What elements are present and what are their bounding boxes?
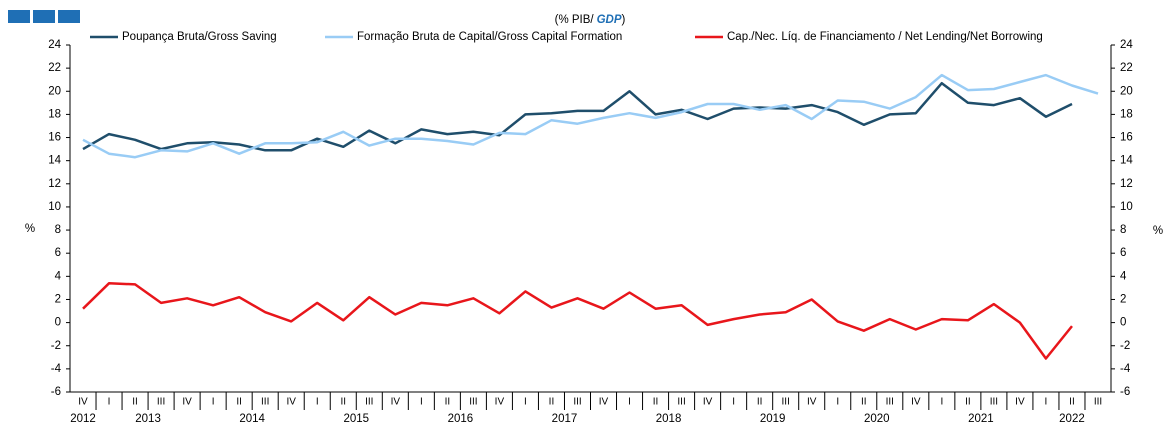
year-label: 2013 bbox=[135, 413, 161, 424]
x-tick-label: III bbox=[677, 397, 685, 408]
y2-tick-label: 0 bbox=[1120, 317, 1126, 329]
x-tick-label: III bbox=[886, 397, 894, 408]
year-label: 2015 bbox=[343, 413, 369, 424]
x-tick-label: II bbox=[861, 397, 867, 408]
x-tick-label: II bbox=[132, 397, 138, 408]
x-tick-label: III bbox=[782, 397, 790, 408]
x-tick-label: III bbox=[365, 397, 373, 408]
y2-tick-label: -4 bbox=[1120, 363, 1131, 375]
x-tick-label: I bbox=[108, 397, 111, 408]
x-tick-label: II bbox=[445, 397, 451, 408]
x-tick-label: III bbox=[990, 397, 998, 408]
y-tick-label: 4 bbox=[55, 270, 62, 282]
year-label: 2022 bbox=[1059, 413, 1085, 424]
x-tick-label: II bbox=[965, 397, 971, 408]
series-line bbox=[82, 282, 1073, 360]
y-tick-label: 16 bbox=[48, 132, 61, 144]
y2-tick-label: 14 bbox=[1120, 155, 1133, 167]
year-label: 2017 bbox=[552, 413, 578, 424]
x-tick-label: III bbox=[573, 397, 581, 408]
x-tick-label: IV bbox=[495, 397, 505, 408]
x-tick-label: IV bbox=[391, 397, 401, 408]
y-tick-label: -2 bbox=[51, 340, 61, 352]
y2-axis-label: % bbox=[1153, 225, 1163, 237]
logo-block bbox=[58, 10, 80, 23]
y-tick-label: 6 bbox=[55, 247, 61, 259]
y2-tick-label: 4 bbox=[1120, 270, 1127, 282]
legend-label: Cap./Nec. Líq. de Financiamento / Net Le… bbox=[727, 31, 1043, 43]
y2-tick-label: 8 bbox=[1120, 224, 1126, 236]
logo-block bbox=[8, 10, 30, 23]
year-label: 2018 bbox=[656, 413, 682, 424]
series-line bbox=[82, 73, 1099, 159]
y-tick-label: 22 bbox=[48, 62, 61, 74]
x-tick-label: I bbox=[524, 397, 527, 408]
x-tick-label: IV bbox=[1015, 397, 1025, 408]
y-tick-label: 12 bbox=[48, 178, 61, 190]
year-label: 2016 bbox=[448, 413, 474, 424]
x-tick-label: II bbox=[549, 397, 555, 408]
chart-subtitle: (% PIB/GDP) bbox=[555, 14, 626, 26]
x-tick-label: II bbox=[340, 397, 346, 408]
y2-tick-label: 18 bbox=[1120, 108, 1133, 120]
y2-tick-label: 20 bbox=[1120, 85, 1133, 97]
x-tick-label: IV bbox=[78, 397, 88, 408]
x-tick-label: IV bbox=[703, 397, 713, 408]
y-tick-label: 0 bbox=[55, 317, 61, 329]
series-line bbox=[82, 81, 1073, 152]
y-tick-label: -4 bbox=[51, 363, 62, 375]
x-tick-label: III bbox=[469, 397, 477, 408]
y-tick-label: 20 bbox=[48, 85, 61, 97]
x-tick-label: IV bbox=[807, 397, 817, 408]
y-tick-label: 8 bbox=[55, 224, 61, 236]
x-tick-label: I bbox=[836, 397, 839, 408]
logo-block bbox=[33, 10, 55, 23]
y2-tick-label: 6 bbox=[1120, 247, 1126, 259]
y2-tick-label: -6 bbox=[1120, 386, 1130, 398]
y-tick-label: 24 bbox=[48, 39, 61, 51]
x-tick-label: II bbox=[757, 397, 763, 408]
y2-tick-label: 2 bbox=[1120, 293, 1126, 305]
year-label: 2019 bbox=[760, 413, 786, 424]
x-tick-label: I bbox=[1045, 397, 1048, 408]
y-tick-label: 10 bbox=[48, 201, 61, 213]
x-tick-label: II bbox=[1069, 397, 1075, 408]
legend-label: Formação Bruta de Capital/Gross Capital … bbox=[357, 31, 622, 43]
y2-tick-label: 22 bbox=[1120, 62, 1133, 74]
x-tick-label: IV bbox=[599, 397, 609, 408]
legend-label: Poupança Bruta/Gross Saving bbox=[122, 31, 277, 43]
x-tick-label: III bbox=[157, 397, 165, 408]
y-tick-label: 18 bbox=[48, 108, 61, 120]
x-tick-label: I bbox=[212, 397, 215, 408]
y-tick-label: 14 bbox=[48, 155, 61, 167]
y-tick-label: 2 bbox=[55, 293, 61, 305]
x-tick-label: III bbox=[1094, 397, 1102, 408]
year-label: 2021 bbox=[968, 413, 994, 424]
y-tick-label: -6 bbox=[51, 386, 61, 398]
year-label: 2012 bbox=[70, 413, 96, 424]
x-tick-label: IV bbox=[286, 397, 296, 408]
x-tick-label: IV bbox=[182, 397, 192, 408]
x-tick-label: I bbox=[420, 397, 423, 408]
x-tick-label: I bbox=[732, 397, 735, 408]
x-tick-label: II bbox=[236, 397, 242, 408]
x-tick-label: III bbox=[261, 397, 269, 408]
y2-tick-label: 10 bbox=[1120, 201, 1133, 213]
y2-tick-label: 12 bbox=[1120, 178, 1133, 190]
y2-tick-label: 16 bbox=[1120, 132, 1133, 144]
y2-tick-label: 24 bbox=[1120, 39, 1133, 51]
x-tick-label: II bbox=[653, 397, 659, 408]
year-label: 2020 bbox=[864, 413, 890, 424]
x-tick-label: IV bbox=[911, 397, 921, 408]
x-tick-label: I bbox=[940, 397, 943, 408]
year-label: 2014 bbox=[239, 413, 265, 424]
x-tick-label: I bbox=[628, 397, 631, 408]
x-tick-label: I bbox=[316, 397, 319, 408]
y-axis-label: % bbox=[25, 223, 35, 235]
y2-tick-label: -2 bbox=[1120, 340, 1130, 352]
